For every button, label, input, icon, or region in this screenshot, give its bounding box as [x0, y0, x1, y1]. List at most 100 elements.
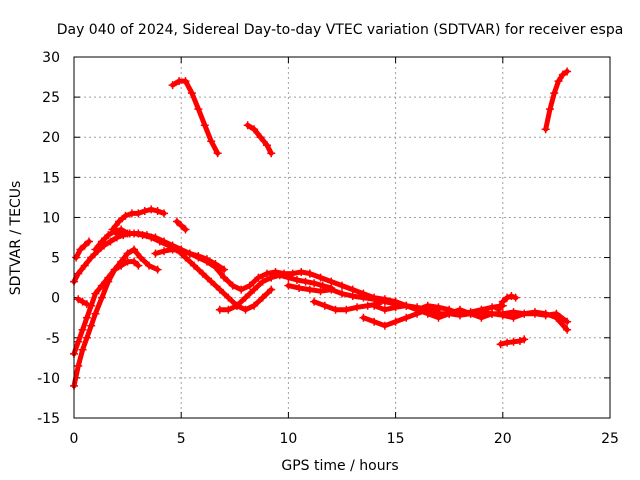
data-point: [194, 251, 203, 260]
data-point: [503, 338, 512, 347]
series-trace: [543, 68, 570, 132]
data-point: [563, 67, 572, 76]
data-point: [327, 285, 336, 294]
data-point: [185, 249, 194, 258]
data-point: [134, 209, 143, 218]
data-point: [258, 293, 267, 302]
data-point: [342, 305, 351, 314]
data-point: [262, 269, 271, 278]
y-tick-label: -5: [46, 331, 60, 347]
data-point: [82, 300, 91, 309]
data-point: [82, 313, 91, 322]
series-arc-10: [172, 217, 190, 234]
data-point: [402, 301, 411, 310]
data-point: [423, 309, 432, 318]
data-point: [348, 285, 357, 294]
data-point: [380, 321, 389, 330]
y-tick-label: 5: [51, 251, 60, 267]
data-point: [284, 273, 293, 282]
data-point: [207, 277, 216, 286]
data-point: [434, 303, 443, 312]
data-point: [91, 309, 100, 318]
data-point: [80, 241, 89, 250]
data-point: [541, 125, 550, 134]
data-point: [295, 284, 304, 293]
data-point: [498, 297, 507, 306]
data-point: [190, 261, 199, 270]
data-point: [353, 303, 362, 312]
data-point: [147, 233, 156, 242]
data-point: [232, 301, 241, 310]
x-tick-label: 25: [601, 431, 619, 447]
data-point: [215, 285, 224, 294]
x-axis-label: GPS time / hours: [281, 458, 398, 474]
data-point: [509, 337, 518, 346]
data-point: [250, 285, 259, 294]
data-point: [74, 361, 83, 370]
data-point: [370, 317, 379, 326]
data-point: [530, 308, 539, 317]
data-point: [254, 273, 263, 282]
data-point: [123, 249, 132, 258]
data-point: [413, 305, 422, 314]
series-arc-9: [151, 245, 229, 274]
data-point: [160, 247, 169, 256]
data-point: [402, 313, 411, 322]
series-arc-16: [310, 297, 383, 314]
tick-labels: 0 5 10 15 20 25 -15 -10 -5 0 5 10 15 20 25 30: [37, 50, 619, 447]
data-point: [509, 313, 518, 322]
data-point: [563, 317, 572, 326]
data-point: [110, 265, 119, 274]
y-tick-label: -10: [37, 371, 60, 387]
data-point: [106, 237, 115, 246]
data-point: [177, 247, 186, 256]
data-point: [91, 289, 100, 298]
data-point: [245, 281, 254, 290]
x-tick-label: 5: [177, 431, 186, 447]
data-point: [434, 313, 443, 322]
data-point: [130, 245, 139, 254]
data-point: [215, 305, 224, 314]
data-point: [97, 237, 106, 246]
data-point: [177, 221, 186, 230]
data-point: [511, 293, 520, 302]
data-point: [455, 309, 464, 318]
data-point: [153, 265, 162, 274]
series-arc-5: [74, 295, 91, 309]
data-point: [104, 231, 113, 240]
x-tick-label: 15: [387, 431, 405, 447]
data-point: [552, 313, 561, 322]
x-tick-label: 20: [494, 431, 512, 447]
data-point: [554, 77, 563, 86]
data-point: [112, 229, 121, 238]
data-point: [370, 293, 379, 302]
data-point: [320, 301, 329, 310]
data-point: [82, 333, 91, 342]
data-point: [224, 293, 233, 302]
data-point: [213, 149, 222, 158]
data-point: [370, 301, 379, 310]
y-tick-label: 20: [42, 130, 60, 146]
x-tick-label: 10: [279, 431, 297, 447]
series-arc-21: [496, 335, 529, 349]
data-point: [327, 277, 336, 286]
data-point: [168, 245, 177, 254]
series-arc-7: [91, 225, 132, 254]
data-point: [515, 336, 524, 345]
data-point: [87, 253, 96, 262]
data-point: [181, 225, 190, 234]
data-point: [153, 207, 162, 216]
data-point: [80, 261, 89, 270]
data-point: [200, 121, 209, 130]
y-tick-label: 0: [51, 291, 60, 307]
data-point: [250, 125, 259, 134]
data-point: [359, 289, 368, 298]
data-point: [466, 308, 475, 317]
data-point: [338, 281, 346, 290]
y-tick-label: 15: [42, 170, 60, 186]
data-point: [241, 305, 250, 314]
chart-title: Day 040 of 2024, Sidereal Day-to-day VTE…: [57, 22, 624, 38]
data-point: [181, 77, 190, 86]
data-point: [121, 229, 130, 238]
data-point: [310, 297, 319, 306]
